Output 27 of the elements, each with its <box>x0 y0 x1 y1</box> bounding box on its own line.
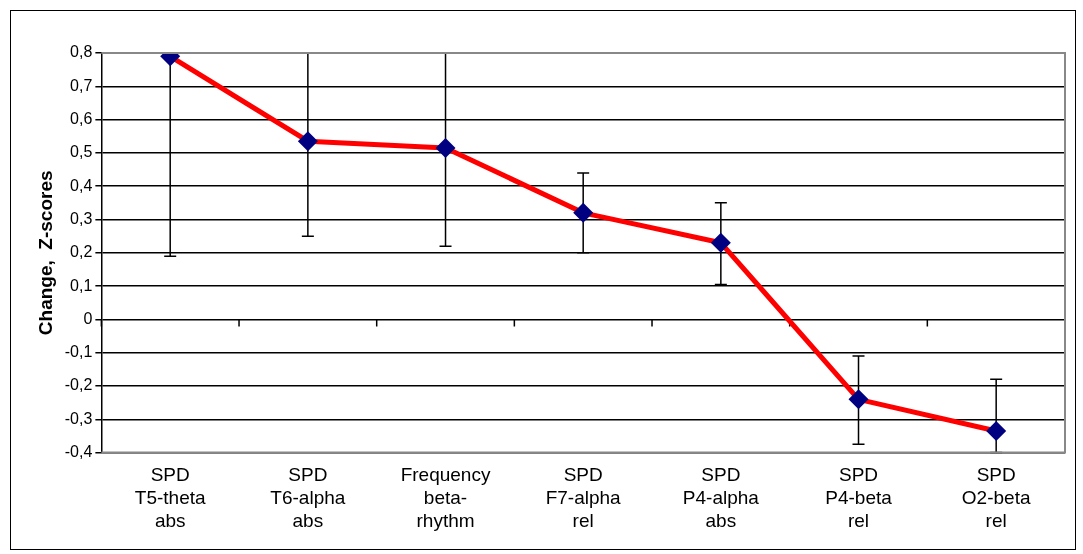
y-tick-label: 0,3 <box>70 209 93 227</box>
y-tick-label: -0,2 <box>64 376 93 394</box>
y-tick-label: -0,4 <box>64 443 93 461</box>
x-tick-label: SPD F7-alpha rel <box>545 464 622 531</box>
y-tick-label: 0 <box>83 309 93 327</box>
y-tick-label: -0,1 <box>64 343 93 361</box>
y-tick-label: 0,1 <box>70 276 93 294</box>
point <box>986 420 1007 441</box>
y-tick-label: 0,8 <box>70 43 93 61</box>
x-tick-label: SPD P4-beta rel <box>825 464 893 531</box>
y-tick-label: -0,3 <box>64 409 93 427</box>
x-tick-label: SPD P4-alpha abs <box>682 464 760 531</box>
y-tick-label: 0,7 <box>70 76 93 94</box>
point <box>297 131 318 152</box>
y-tick-label: 0,2 <box>70 243 93 261</box>
y-axis-title: Change, Z-scores <box>34 170 56 336</box>
x-tick-label: SPD T6-alpha abs <box>270 464 346 531</box>
y-tick-label: 0,6 <box>70 110 93 128</box>
point <box>710 232 731 253</box>
y-tick-label: 0,5 <box>70 143 93 161</box>
y-tick-label: 0,4 <box>70 176 93 194</box>
x-tick-label: SPD T5-theta abs <box>134 464 207 531</box>
point <box>573 202 594 223</box>
x-tick-label: SPD O2-beta rel <box>961 464 1031 531</box>
point <box>435 137 456 158</box>
x-tick-label: Frequency beta- rhythm <box>400 464 491 531</box>
point <box>848 389 869 410</box>
